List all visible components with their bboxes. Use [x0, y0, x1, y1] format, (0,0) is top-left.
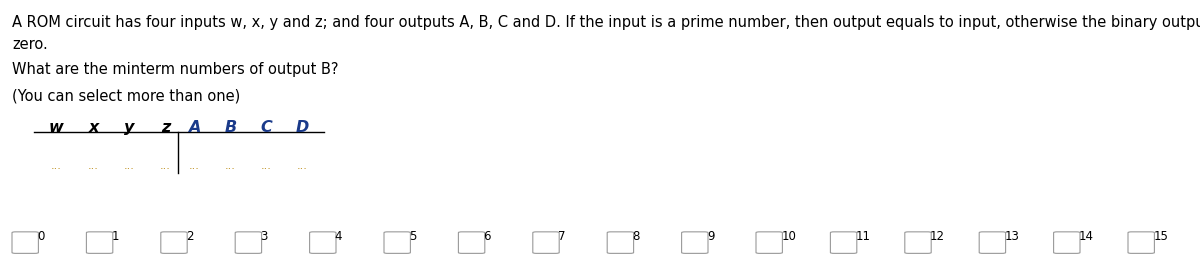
Text: 10: 10	[781, 230, 796, 243]
Text: 3: 3	[260, 230, 268, 243]
Text: 12: 12	[930, 230, 946, 243]
Text: ...: ...	[88, 161, 100, 171]
Text: 8: 8	[632, 230, 640, 243]
Text: ...: ...	[50, 161, 62, 171]
Text: 13: 13	[1004, 230, 1019, 243]
Text: 11: 11	[856, 230, 870, 243]
Text: 6: 6	[484, 230, 491, 243]
Text: ...: ...	[224, 161, 236, 171]
Text: (You can select more than one): (You can select more than one)	[12, 88, 240, 103]
Text: ...: ...	[296, 161, 308, 171]
Text: A ROM circuit has four inputs w, x, y and z; and four outputs A, B, C and D. If : A ROM circuit has four inputs w, x, y an…	[12, 15, 1200, 30]
Text: ...: ...	[124, 161, 136, 171]
Text: zero.: zero.	[12, 37, 48, 52]
Text: ...: ...	[188, 161, 200, 171]
Text: A: A	[188, 120, 200, 135]
Text: 15: 15	[1153, 230, 1168, 243]
Text: ...: ...	[160, 161, 172, 171]
Text: 4: 4	[335, 230, 342, 243]
Text: 2: 2	[186, 230, 193, 243]
Text: z: z	[161, 120, 170, 135]
Text: C: C	[260, 120, 272, 135]
Text: B: B	[224, 120, 236, 135]
Text: 1: 1	[112, 230, 119, 243]
Text: x: x	[89, 120, 98, 135]
Text: 7: 7	[558, 230, 565, 243]
Text: 5: 5	[409, 230, 416, 243]
Text: y: y	[125, 120, 134, 135]
Text: D: D	[295, 120, 310, 135]
Text: What are the minterm numbers of output B?: What are the minterm numbers of output B…	[12, 62, 338, 77]
Text: 0: 0	[37, 230, 44, 243]
Text: 9: 9	[707, 230, 714, 243]
Text: ...: ...	[260, 161, 272, 171]
Text: w: w	[49, 120, 64, 135]
Text: 14: 14	[1079, 230, 1094, 243]
